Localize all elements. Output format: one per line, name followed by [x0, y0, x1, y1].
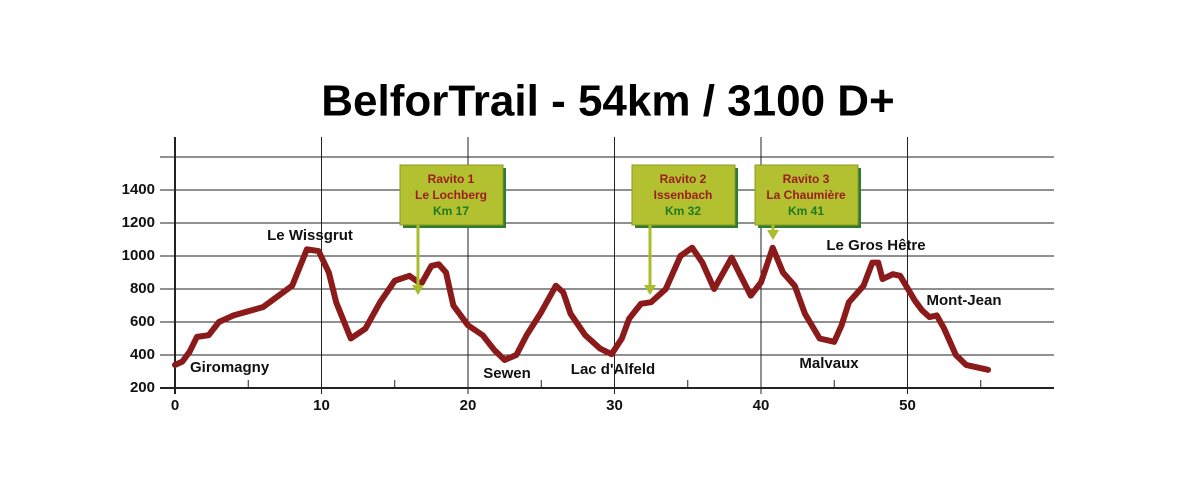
ravito-name: Ravito 1	[428, 172, 475, 186]
place-label: Le Wissgrut	[267, 227, 353, 244]
place-label: Le Gros Hêtre	[826, 237, 925, 254]
ravito-box	[631, 164, 736, 226]
ravito-arrowhead	[767, 230, 779, 240]
ravito-place: Issenbach	[654, 188, 713, 202]
y-tick-label: 400	[130, 346, 155, 363]
y-tick-label: 1200	[122, 214, 155, 231]
y-tick-label: 200	[130, 379, 155, 396]
ravito-name: Ravito 3	[783, 172, 830, 186]
y-tick-label: 1000	[122, 247, 155, 264]
place-label: Lac d'Alfeld	[571, 361, 655, 378]
x-tick-label: 50	[899, 397, 916, 414]
x-tick-label: 0	[171, 397, 179, 414]
ravito-place: La Chaumière	[766, 188, 846, 202]
place-label: Sewen	[483, 365, 531, 382]
ravito-km: Km 32	[665, 204, 701, 218]
y-tick-label: 800	[130, 280, 155, 297]
ravito-callout: Ravito 3 La Chaumière Km 41	[754, 164, 861, 240]
place-label: Giromagny	[190, 359, 270, 376]
ravito-callout: Ravito 1 Le Lochberg Km 17	[399, 164, 506, 295]
ravito-arrowhead	[412, 285, 424, 295]
y-tick-label: 1400	[122, 181, 155, 198]
ravito-box	[399, 164, 504, 226]
x-tick-label: 40	[753, 397, 770, 414]
x-tick-label: 30	[606, 397, 623, 414]
ravito-km: Km 41	[788, 204, 824, 218]
y-tick-label: 600	[130, 313, 155, 330]
ravito-callout: Ravito 2 Issenbach Km 32	[631, 164, 738, 295]
ravito-km: Km 17	[433, 204, 469, 218]
ravito-place: Le Lochberg	[415, 188, 487, 202]
x-tick-label: 10	[313, 397, 330, 414]
elevation-line	[172, 244, 992, 373]
place-label: Mont-Jean	[927, 292, 1002, 309]
x-tick-label: 20	[460, 397, 477, 414]
ravito-box	[754, 164, 859, 226]
ravito-arrowhead	[644, 285, 656, 295]
ravito-name: Ravito 2	[660, 172, 707, 186]
chart-title: BelforTrail - 54km / 3100 D+	[321, 77, 895, 126]
place-label: Malvaux	[799, 355, 859, 372]
